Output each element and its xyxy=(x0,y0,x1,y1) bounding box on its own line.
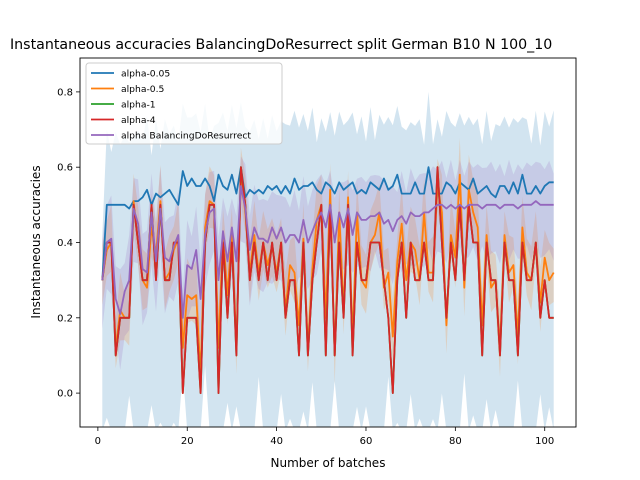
legend-label-alpha-1: alpha-1 xyxy=(121,99,156,110)
x-tick-label: 20 xyxy=(181,436,194,447)
y-axis-ticks: 0.0 0.2 0.4 0.6 0.8 xyxy=(57,87,80,400)
y-tick-label: 0.0 xyxy=(57,389,73,400)
legend-label-alpha-0-5: alpha-0.5 xyxy=(121,84,165,95)
x-tick-label: 80 xyxy=(449,436,462,447)
y-tick-label: 0.8 xyxy=(57,87,73,98)
legend-frame xyxy=(85,62,283,145)
y-tick-label: 0.6 xyxy=(57,163,73,174)
y-tick-label: 0.4 xyxy=(57,238,73,249)
x-tick-label: 0 xyxy=(95,436,101,447)
x-axis-label: Number of batches xyxy=(271,456,386,470)
series-line-alpha-0-05 xyxy=(101,166,554,281)
x-tick-label: 100 xyxy=(535,436,554,447)
x-tick-label: 40 xyxy=(270,436,283,447)
y-tick-label: 0.2 xyxy=(57,313,73,324)
chart-title: Instantaneous accuracies BalancingDoResu… xyxy=(10,37,552,53)
series-lines xyxy=(101,166,555,395)
y-axis-label: Instantaneous accuracies xyxy=(29,165,43,318)
legend-label-alpha-balancingdoresurrect: alpha BalancingDoResurrect xyxy=(121,130,251,141)
legend-label-alpha-0-05: alpha-0.05 xyxy=(121,68,170,79)
x-tick-label: 60 xyxy=(360,436,373,447)
legend: alpha-0.05 alpha-0.5 alpha-1 alpha-4 alpha B… xyxy=(85,62,283,145)
x-axis-ticks: 0 20 40 60 80 100 xyxy=(95,427,554,447)
series-line-alpha-4 xyxy=(101,166,554,395)
legend-label-alpha-4: alpha-4 xyxy=(121,115,156,126)
series-line-alpha-balancingdoresurrect xyxy=(101,185,554,319)
